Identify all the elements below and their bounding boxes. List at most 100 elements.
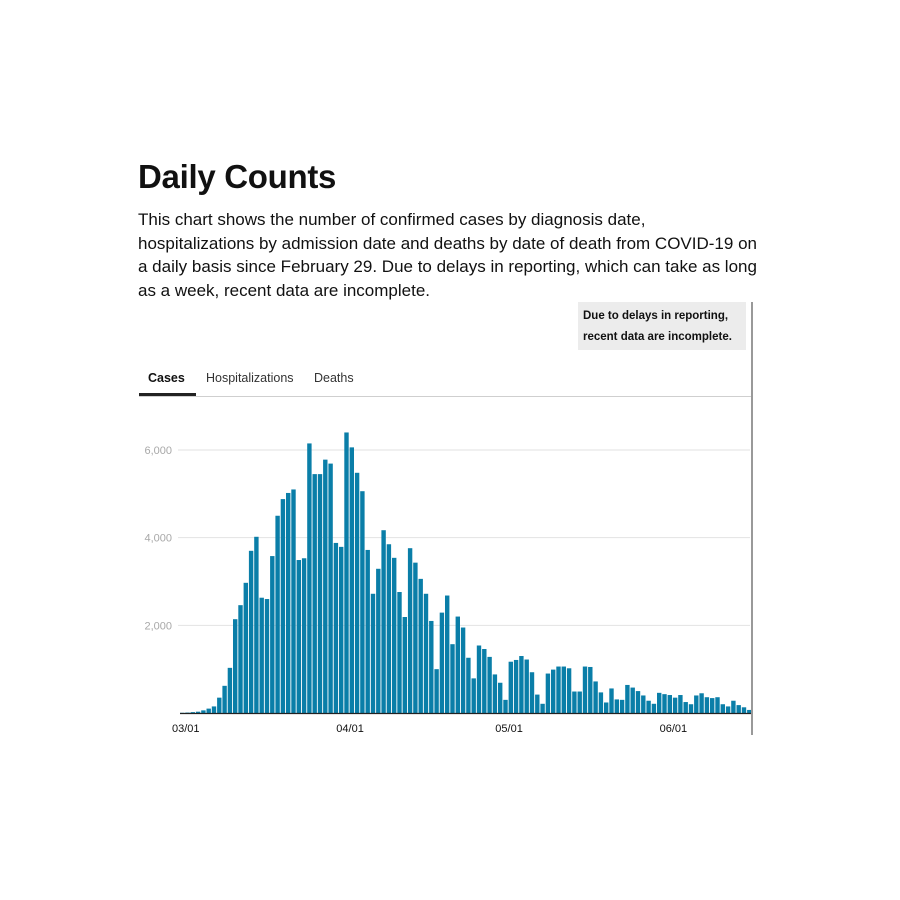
bar [503, 699, 508, 713]
bar [672, 697, 678, 713]
x-tick-label: 04/01 [336, 723, 364, 735]
bar [476, 645, 482, 713]
chart-tabs: Cases Hospitalizations Deaths [139, 363, 751, 397]
bar [238, 605, 243, 713]
incomplete-data-note: Due to delays in reporting, recent data … [578, 302, 746, 350]
bar [471, 678, 476, 713]
bar [694, 695, 699, 713]
bar [582, 666, 588, 713]
y-tick-label: 2,000 [144, 620, 172, 632]
note-line-1: Due to delays in reporting, [583, 310, 729, 322]
bar [593, 681, 598, 713]
bar [460, 627, 466, 713]
bar [381, 530, 386, 713]
bar [307, 443, 312, 713]
bar [508, 661, 513, 713]
bar [551, 669, 556, 713]
bar [614, 699, 619, 713]
bar [498, 682, 503, 713]
bar [222, 685, 227, 713]
bar [561, 666, 566, 713]
bar [720, 704, 725, 713]
bar [699, 693, 704, 713]
bar [598, 692, 604, 713]
bar [556, 666, 561, 713]
bar [625, 684, 630, 713]
page-title: Daily Counts [138, 158, 337, 195]
chart-description: This chart shows the number of confirmed… [138, 210, 757, 300]
active-tab-indicator [139, 393, 196, 396]
bar [688, 704, 694, 713]
bar [619, 699, 625, 713]
bar [360, 491, 365, 713]
x-tick-label: 06/01 [660, 723, 688, 735]
bar [657, 692, 662, 713]
bar [577, 691, 582, 713]
bar [211, 706, 217, 713]
bar [450, 644, 455, 713]
bar [725, 706, 731, 713]
bar [243, 582, 248, 713]
bar [741, 707, 747, 713]
bar [662, 694, 667, 713]
bar [736, 705, 741, 713]
bar [333, 542, 339, 713]
bar [354, 472, 360, 713]
bar [646, 700, 651, 713]
bar [667, 695, 672, 713]
bar [264, 599, 270, 713]
bar [710, 698, 715, 713]
bar [296, 560, 301, 713]
bar [301, 558, 307, 713]
bar [413, 562, 418, 713]
tab-cases[interactable]: Cases [148, 371, 185, 385]
bar [641, 695, 646, 713]
bar [206, 708, 211, 713]
bar [731, 700, 736, 713]
bar [259, 597, 264, 713]
bar [195, 711, 201, 713]
bar [651, 703, 657, 713]
bar [185, 712, 190, 714]
y-tick-label: 4,000 [144, 533, 172, 545]
x-tick-label: 03/01 [172, 723, 200, 735]
bar [376, 568, 381, 713]
bar [286, 492, 291, 713]
bar [588, 666, 593, 713]
tab-deaths[interactable]: Deaths [314, 371, 354, 385]
bar [227, 667, 233, 713]
bar [370, 593, 376, 713]
bar [248, 550, 254, 713]
bar [402, 617, 407, 713]
bar [704, 697, 710, 713]
bar [524, 659, 529, 713]
tab-hospitalizations[interactable]: Hospitalizations [206, 371, 294, 385]
bar [445, 595, 450, 713]
bar [513, 659, 519, 713]
bar [482, 649, 487, 713]
bar [604, 702, 609, 713]
bar [609, 688, 614, 713]
bar [423, 593, 429, 713]
note-line-2: recent data are incomplete. [583, 331, 732, 343]
bar [291, 489, 296, 713]
bar [683, 702, 688, 713]
bar [529, 672, 535, 713]
bar [275, 515, 280, 713]
x-tick-label: 05/01 [495, 723, 523, 735]
bar [280, 499, 286, 713]
bar [270, 556, 275, 713]
bar [407, 548, 413, 713]
bar [349, 447, 354, 713]
bar [328, 463, 333, 713]
bar [217, 697, 222, 713]
bar [715, 697, 720, 713]
bar [323, 459, 328, 713]
bar [540, 703, 545, 713]
bar [365, 549, 370, 713]
bar [455, 616, 460, 713]
bar [492, 674, 498, 713]
bar [201, 710, 206, 713]
bar [630, 687, 635, 713]
